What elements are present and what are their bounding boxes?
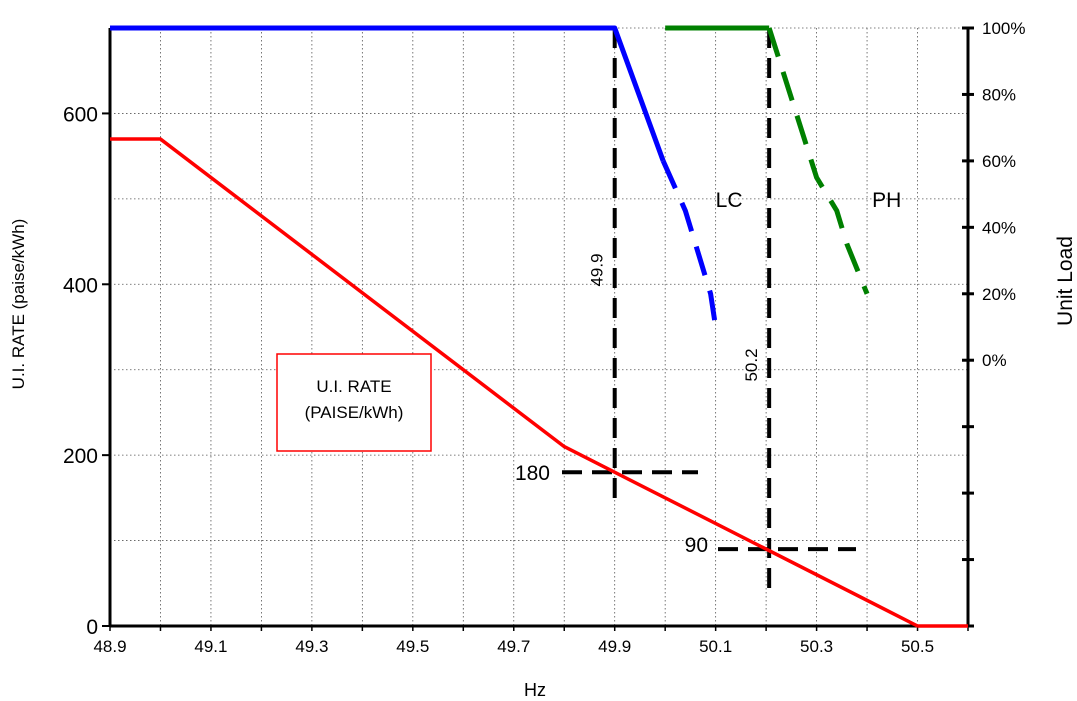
annotation-lc: LC — [716, 189, 743, 212]
reference-label-180: 180 — [515, 462, 550, 485]
x-tick-label: 49.3 — [295, 637, 328, 656]
legend-box: U.I. RATE (PAISE/kWh) — [276, 353, 432, 452]
y-tick-label: 400 — [63, 274, 98, 297]
y2-tick-label: 40% — [982, 218, 1016, 237]
series-line-ph-dashed — [766, 27, 870, 295]
y-tick-label: 0 — [86, 616, 98, 639]
x-tick-label: 50.3 — [800, 637, 833, 656]
x-tick-label: 50.5 — [901, 637, 934, 656]
annotations: LC PH — [716, 189, 902, 212]
legend-line-1: U.I. RATE — [316, 377, 391, 396]
y2-axis-label: Unit Load — [1054, 236, 1077, 326]
axes — [102, 26, 974, 631]
series-line-lc — [110, 25, 666, 162]
tick-labels: 0 200 400 600 0% 20% 40% 60% 80% 100% 48.9 49.1 49.3… — [63, 19, 1026, 656]
series-lines — [110, 25, 968, 628]
series-line-lc-dashed — [660, 159, 719, 328]
x-axis-label: Hz — [524, 680, 546, 700]
x-tick-label: 49.1 — [194, 637, 227, 656]
y-axis-label: U.I. RATE (paise/kWh) — [9, 219, 28, 390]
x-tick-label: 50.1 — [699, 637, 732, 656]
y2-tick-label: 100% — [982, 19, 1025, 38]
y2-tick-label: 60% — [982, 152, 1016, 171]
x-tick-label: 49.5 — [396, 637, 429, 656]
y2-tick-label: 0% — [982, 351, 1007, 370]
reference-label-90: 90 — [685, 534, 708, 557]
annotation-ph: PH — [872, 189, 901, 212]
legend-line-2: (PAISE/kWh) — [305, 403, 404, 422]
y2-tick-label: 20% — [982, 285, 1016, 304]
reference-label-49-9: 49.9 — [588, 253, 607, 286]
reference-lines: 49.9 50.2 180 90 — [515, 28, 856, 592]
y-tick-label: 200 — [63, 445, 98, 468]
y2-tick-label: 80% — [982, 85, 1016, 104]
x-tick-label: 48.9 — [93, 637, 126, 656]
series-line-u-i-rate-paise-kwh — [110, 137, 968, 628]
x-tick-label: 49.9 — [598, 637, 631, 656]
reference-label-50-2: 50.2 — [742, 348, 761, 381]
gridlines — [110, 27, 968, 626]
y-tick-label: 600 — [63, 103, 98, 126]
x-tick-label: 49.7 — [497, 637, 530, 656]
